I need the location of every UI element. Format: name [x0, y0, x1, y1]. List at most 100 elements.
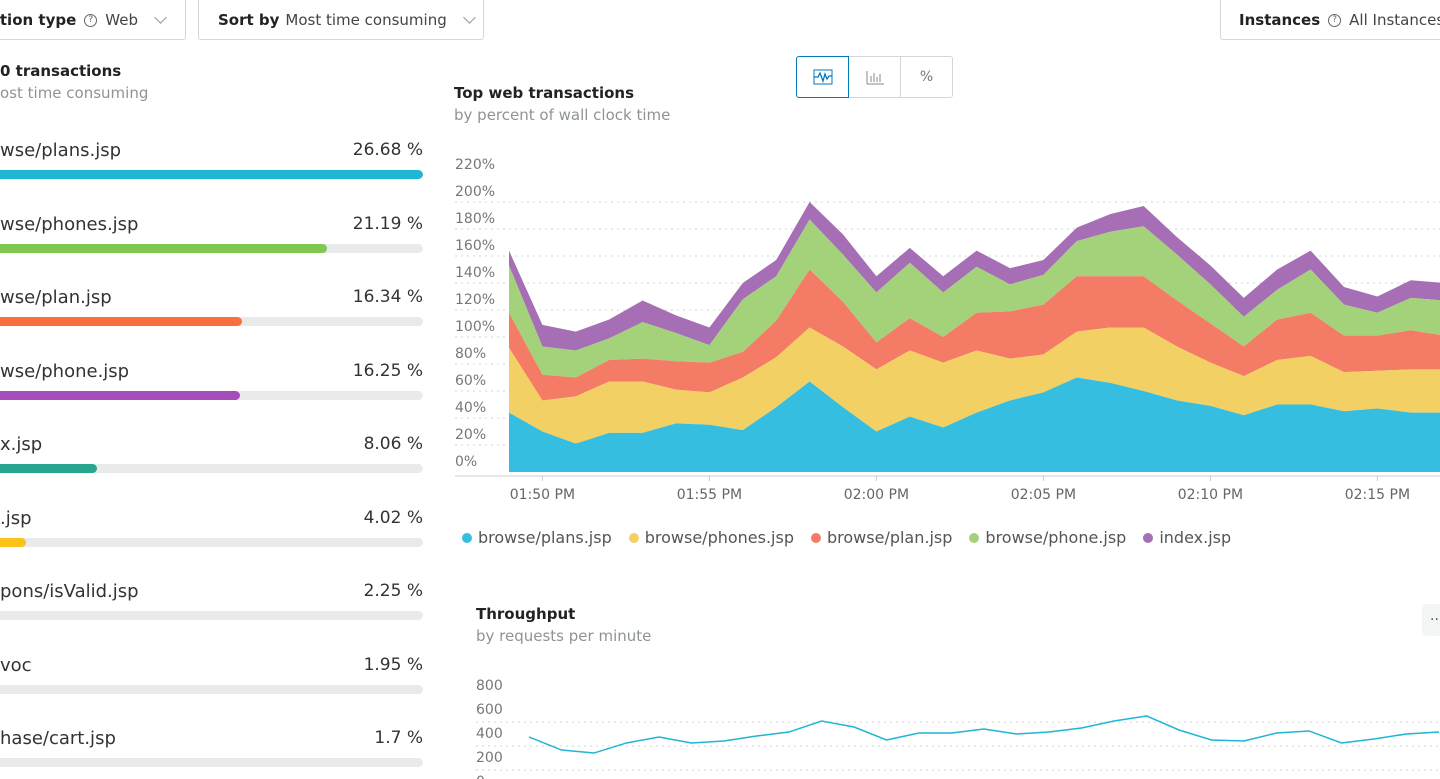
instances-filter[interactable]: Instances ? All Instances: [1220, 0, 1440, 40]
instances-label: Instances: [1239, 11, 1321, 29]
percent-button[interactable]: %: [900, 56, 953, 98]
y-tick-label: 60%: [455, 373, 486, 389]
y-tick-label: 160%: [455, 238, 495, 254]
transaction-bar-fill: [0, 170, 423, 179]
transaction-name: .jsp: [0, 507, 32, 529]
y-tick-label: 200: [476, 750, 503, 766]
sort-by-label: Sort by: [218, 11, 280, 29]
area-series-browse-plan-jsp[interactable]: [509, 269, 1440, 401]
transaction-row[interactable]: wse/phones.jsp 21.19 %: [0, 214, 423, 264]
legend-dot: [811, 532, 821, 543]
top-transactions-chart-title: Top web transactions: [454, 84, 635, 102]
y-tick-label: 120%: [455, 292, 495, 308]
transaction-bar-fill: [0, 390, 241, 400]
help-icon[interactable]: ?: [1328, 13, 1342, 27]
transaction-percent: 26.68 %: [352, 140, 423, 160]
y-tick-label: 40%: [455, 400, 486, 416]
throughput-chart-title: Throughput: [476, 605, 576, 623]
y-tick-label: 20%: [455, 427, 486, 443]
transaction-name: wse/phone.jsp: [0, 360, 130, 382]
legend-label: browse/plans.jsp: [478, 528, 612, 547]
top-transactions-chart: 0% 20% 40% 60% 80% 100% 120% 140% 160% 180% 200% 22…: [455, 157, 1440, 503]
y-tick-label: 600: [476, 702, 503, 718]
sort-by-value: Most time consuming: [285, 11, 447, 29]
area-series-browse-plans-jsp[interactable]: [509, 377, 1440, 473]
throughput-chart-subtitle: by requests per minute: [476, 627, 652, 645]
area-series-browse-phone-jsp[interactable]: [509, 219, 1440, 378]
legend-dot: [628, 532, 639, 543]
area-series-index-jsp[interactable]: [509, 202, 1440, 351]
transaction-percent: 4.02 %: [363, 507, 423, 528]
transaction-row[interactable]: wse/phone.jsp 16.25 %: [0, 361, 423, 411]
top-transactions-chart-subtitle: by percent of wall clock time: [454, 106, 671, 124]
transaction-name: wse/phones.jsp: [0, 213, 139, 235]
transaction-percent: 1.7 %: [374, 728, 423, 748]
transaction-bar-track: [0, 537, 423, 547]
instances-value: All Instances: [1349, 11, 1440, 29]
legend-label: browse/phones.jsp: [644, 528, 794, 547]
sort-by-filter[interactable]: Sort by Most time consuming: [198, 0, 484, 40]
transaction-bar-fill: [0, 464, 98, 473]
y-tick-label: 0: [476, 774, 485, 779]
legend-dot: [1143, 532, 1154, 543]
x-tick-label: 02:05 PM: [1011, 487, 1076, 503]
y-tick-label: 800: [476, 678, 503, 694]
area-series-browse-phones-jsp[interactable]: [509, 327, 1440, 444]
transaction-row[interactable]: hase/cart.jsp 1.7 %: [0, 728, 423, 778]
transactions-list-title: 0 transactions: [0, 62, 122, 80]
transaction-percent: 1.95 %: [363, 654, 423, 675]
area-chart-icon: [813, 69, 832, 85]
transaction-type-value: Web: [105, 11, 138, 29]
transaction-percent: 8.06 %: [363, 434, 423, 454]
transaction-name: wse/plans.jsp: [0, 140, 122, 161]
transaction-bar-track: [0, 464, 423, 473]
transaction-name: x.jsp: [0, 434, 43, 455]
transaction-type-filter[interactable]: ction type ? Web: [0, 0, 186, 40]
y-tick-label: 0%: [455, 454, 477, 470]
y-tick-label: 80%: [455, 346, 486, 362]
chart-legend: browse/plans.jsp browse/phones.jsp browse/…: [462, 528, 1248, 547]
transaction-row[interactable]: pons/isValid.jsp 2.25 %: [0, 581, 423, 631]
transaction-name: wse/plan.jsp: [0, 287, 112, 308]
transaction-row[interactable]: .jsp 4.02 %: [0, 508, 423, 558]
transaction-row[interactable]: voc 1.95 %: [0, 655, 423, 705]
transaction-bar-track: [0, 758, 423, 767]
legend-item[interactable]: browse/plans.jsp: [462, 528, 612, 547]
transaction-bar-track: [0, 170, 423, 179]
throughput-line[interactable]: [528, 715, 1440, 754]
transaction-percent: 16.25 %: [352, 360, 423, 381]
y-tick-label: 100%: [455, 319, 495, 335]
bar-chart-icon: [866, 71, 884, 85]
transactions-list-subtitle: ost time consuming: [0, 84, 149, 102]
transaction-percent: 2.25 %: [363, 581, 423, 601]
transaction-row[interactable]: wse/plan.jsp 16.34 %: [0, 287, 423, 337]
transaction-name: hase/cart.jsp: [0, 728, 116, 749]
transaction-percent: 21.19 %: [352, 213, 423, 234]
transaction-bar-track: [0, 317, 423, 326]
transaction-bar-track: [0, 684, 423, 694]
legend-item[interactable]: browse/phones.jsp: [628, 528, 794, 547]
more-options-button[interactable]: ...: [1422, 604, 1440, 636]
transaction-row[interactable]: x.jsp 8.06 %: [0, 434, 423, 484]
help-icon[interactable]: ?: [84, 13, 98, 27]
chart-type-toggle: %: [796, 56, 953, 98]
transaction-bar-track: [0, 243, 423, 253]
transaction-name: pons/isValid.jsp: [0, 581, 139, 602]
transaction-bar-track: [0, 611, 423, 620]
y-tick-label: 140%: [455, 265, 495, 281]
transaction-bar-track: [0, 390, 423, 400]
transaction-row[interactable]: wse/plans.jsp 26.68 %: [0, 140, 423, 190]
legend-dot: [462, 532, 472, 543]
y-tick-label: 180%: [455, 211, 495, 227]
legend-item[interactable]: browse/phone.jsp: [969, 528, 1126, 547]
transaction-bar-fill: [0, 243, 327, 253]
area-chart-button[interactable]: [796, 56, 849, 98]
y-tick-label: 400: [476, 726, 503, 742]
legend-item[interactable]: index.jsp: [1143, 528, 1231, 547]
legend-item[interactable]: browse/plan.jsp: [811, 528, 952, 547]
transaction-name: voc: [0, 654, 32, 676]
y-tick-label: 200%: [455, 184, 495, 200]
x-tick-label: 01:50 PM: [510, 487, 575, 503]
y-tick-label: 220%: [455, 157, 495, 173]
